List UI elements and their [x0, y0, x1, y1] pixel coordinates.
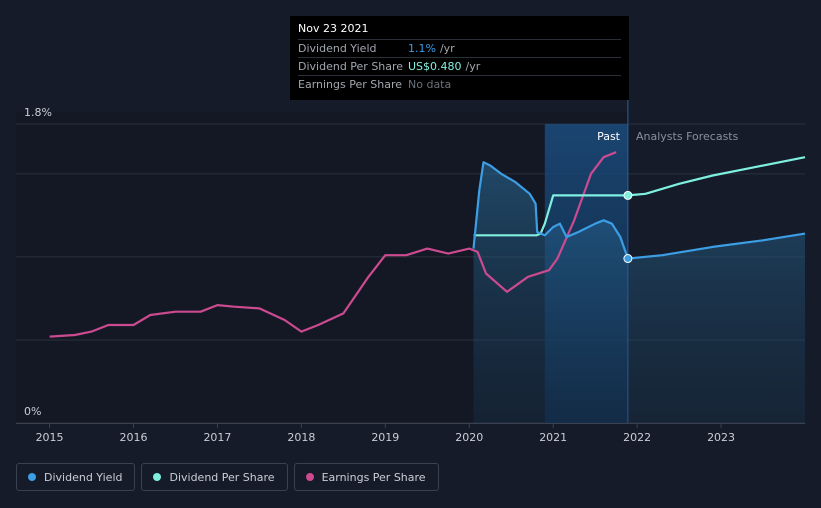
dividend-yield-marker	[623, 254, 633, 264]
legend-label: Earnings Per Share	[321, 470, 426, 484]
x-tick-label: 2017	[203, 431, 231, 444]
dividend-yield-forecast-line	[627, 232, 806, 260]
tooltip-label: Earnings Per Share	[298, 78, 403, 91]
tooltip-row-dividend-per-share: Dividend Per Share US$0.480 /yr	[298, 57, 621, 75]
forecast-label: Analysts Forecasts	[636, 130, 739, 143]
x-tick-label: 2016	[120, 431, 148, 444]
x-tick-label: 2015	[36, 431, 64, 444]
tooltip-unit: /yr	[465, 60, 481, 73]
tooltip-row-dividend-yield: Dividend Yield 1.1% /yr	[298, 39, 621, 57]
tooltip-value: 1.1%	[408, 42, 436, 55]
tooltip-value: US$0.480	[408, 60, 462, 73]
x-tick-label: 2019	[371, 431, 399, 444]
x-tick-label: 2020	[455, 431, 483, 444]
tooltip-date: Nov 23 2021	[298, 22, 369, 35]
dot-icon	[153, 473, 162, 481]
dividend-yield-area	[473, 162, 805, 423]
legend-item-dividend-yield[interactable]: Dividend Yield	[16, 463, 136, 491]
x-tick-label: 2018	[287, 431, 315, 444]
x-tick-label: 2021	[539, 431, 567, 444]
legend-label: Dividend Yield	[44, 470, 123, 484]
legend-item-earnings-per-share[interactable]: Earnings Per Share	[293, 463, 439, 491]
dividend-yield-line	[472, 161, 629, 259]
y-tick-label: 1.8%	[24, 106, 52, 119]
earnings-per-share-line	[49, 151, 617, 338]
dot-icon	[305, 473, 314, 481]
tooltip-value: No data	[408, 78, 452, 91]
x-tick-label: 2022	[623, 431, 651, 444]
x-tick-label: 2023	[707, 431, 735, 444]
dividend-per-share-forecast-line	[627, 156, 806, 197]
dividend-per-share-marker	[623, 190, 633, 200]
tooltip-label: Dividend Per Share	[298, 60, 404, 73]
legend-item-dividend-per-share[interactable]: Dividend Per Share	[141, 463, 288, 491]
y-tick-label: 0%	[24, 405, 41, 418]
tooltip-label: Dividend Yield	[298, 42, 377, 55]
past-label: Past	[597, 130, 621, 143]
legend: Dividend Yield Dividend Per Share Earnin…	[16, 463, 439, 491]
dividend-per-share-line	[473, 194, 628, 237]
dot-icon	[28, 473, 36, 481]
hover-tooltip: Nov 23 2021 Dividend Yield 1.1% /yr Divi…	[290, 16, 629, 100]
tooltip-unit: /yr	[439, 42, 455, 55]
legend-label: Dividend Per Share	[169, 470, 275, 484]
tooltip-row-earnings-per-share: Earnings Per Share No data	[298, 75, 621, 93]
